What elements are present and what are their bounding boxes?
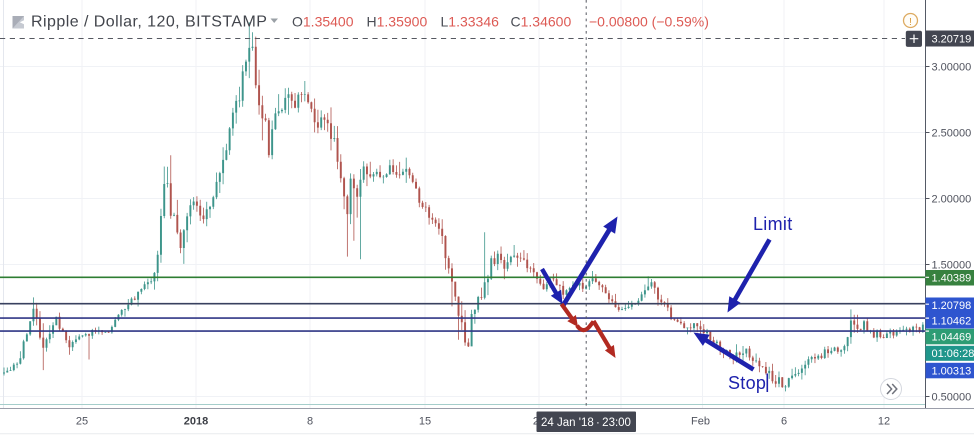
svg-text:6: 6 xyxy=(781,416,787,428)
svg-text:2.50000: 2.50000 xyxy=(932,127,972,139)
svg-text:1.20798: 1.20798 xyxy=(932,300,972,312)
svg-text:1.10462: 1.10462 xyxy=(932,316,972,328)
svg-text:2018: 2018 xyxy=(184,416,208,428)
svg-text:3.00000: 3.00000 xyxy=(932,61,972,73)
svg-text:Ripple / Dollar, 120, BITSTAMP: Ripple / Dollar, 120, BITSTAMP xyxy=(31,14,267,31)
svg-text:Stop: Stop xyxy=(728,373,766,393)
svg-text:O1.35400: O1.35400 xyxy=(292,14,354,30)
svg-text:C1.34600: C1.34600 xyxy=(511,14,572,30)
svg-text:01:06:28: 01:06:28 xyxy=(932,348,974,360)
svg-text:1.04469: 1.04469 xyxy=(932,331,972,343)
svg-text:L1.33346: L1.33346 xyxy=(441,14,500,30)
svg-text:−0.00800 (−0.59%): −0.00800 (−0.59%) xyxy=(589,14,709,30)
svg-text:0.50000: 0.50000 xyxy=(932,391,972,403)
svg-text:H1.35900: H1.35900 xyxy=(367,14,428,30)
svg-text:12: 12 xyxy=(878,416,890,428)
svg-text:1.50000: 1.50000 xyxy=(932,259,972,271)
svg-text:1.00313: 1.00313 xyxy=(932,365,972,377)
svg-text:Limit: Limit xyxy=(753,214,793,234)
svg-text:2.00000: 2.00000 xyxy=(932,193,972,205)
svg-text:!: ! xyxy=(909,16,912,28)
svg-text:1.40389: 1.40389 xyxy=(932,273,972,285)
svg-text:24 Jan '18 · 23:00: 24 Jan '18 · 23:00 xyxy=(541,417,631,429)
svg-text:8: 8 xyxy=(307,416,313,428)
svg-text:3.20719: 3.20719 xyxy=(932,33,972,45)
svg-text:Feb: Feb xyxy=(691,416,710,428)
svg-text:15: 15 xyxy=(419,416,431,428)
svg-text:25: 25 xyxy=(76,416,88,428)
